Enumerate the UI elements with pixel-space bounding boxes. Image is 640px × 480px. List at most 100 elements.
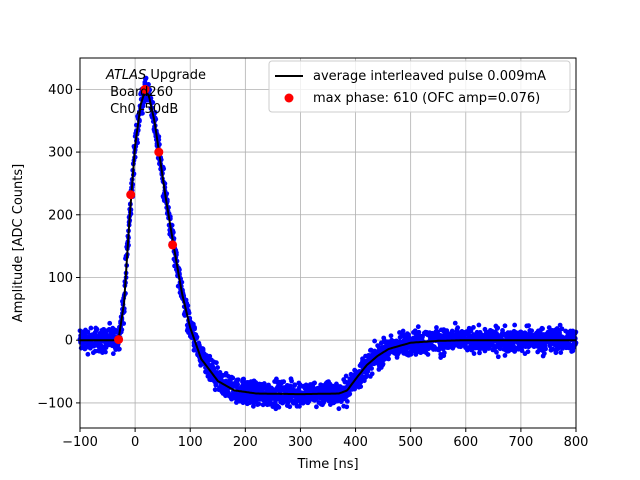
x-tick-label: 600 [453, 435, 478, 450]
sample-point [512, 322, 518, 328]
sample-point [85, 329, 91, 335]
sample-point [558, 350, 564, 355]
sample-point [289, 378, 294, 384]
sample-point [347, 391, 353, 397]
sample-point [117, 346, 122, 352]
sample-point [297, 403, 302, 409]
sample-point [85, 351, 91, 357]
legend-marker-swatch [284, 93, 294, 103]
sample-point [416, 329, 422, 335]
sample-point [94, 326, 100, 332]
max-phase-point [114, 335, 124, 345]
sample-point [358, 384, 364, 389]
legend-box [268, 60, 571, 113]
sample-point [365, 368, 371, 374]
sample-point [434, 325, 439, 330]
sample-point [285, 400, 291, 405]
sample-point [312, 380, 318, 386]
sample-point [455, 325, 461, 331]
sample-point [541, 351, 547, 356]
sample-point [388, 333, 394, 339]
x-tick-label: −100 [62, 435, 98, 450]
sample-point [494, 349, 499, 355]
sample-point [214, 360, 219, 366]
annotation-line1: ATLAS Upgrade [105, 68, 206, 83]
sample-point [502, 353, 508, 358]
axis-ticks: −100 0 100 200 300 400 500 600 700 800 −100 0 100 200… [37, 83, 588, 450]
sample-point [287, 404, 293, 410]
sample-point [276, 404, 282, 410]
sample-point [380, 361, 386, 367]
x-tick-label: 0 [131, 435, 139, 450]
sample-point [369, 366, 374, 371]
sample-point [110, 351, 116, 357]
sample-point [207, 353, 213, 359]
sample-point [235, 377, 241, 383]
sample-point [121, 321, 127, 326]
sample-point [368, 347, 374, 353]
max-phase-point [140, 84, 150, 94]
y-tick-label: 300 [48, 146, 73, 161]
sample-point [88, 325, 94, 331]
y-axis-label: Amplitude [ADC Counts] [11, 164, 26, 322]
sample-point [292, 383, 298, 388]
sample-point [336, 406, 342, 412]
sample-point [502, 323, 508, 329]
sample-point [358, 379, 364, 385]
y-tick-label: 0 [65, 334, 73, 349]
x-tick-label: 700 [508, 435, 533, 450]
samples-layer [77, 75, 579, 412]
y-tick-label: 400 [48, 83, 73, 98]
x-tick-label: 200 [233, 435, 258, 450]
sample-point [386, 356, 391, 362]
sample-point [495, 325, 501, 331]
sample-point [420, 334, 425, 340]
y-tick-label: 100 [48, 271, 73, 286]
sample-point [400, 328, 406, 334]
x-tick-label: 400 [343, 435, 368, 450]
sample-point [281, 379, 287, 385]
max-phase-point [168, 240, 178, 250]
sample-point [344, 398, 350, 404]
sample-point [425, 352, 431, 357]
sample-point [369, 371, 375, 377]
sample-point [471, 325, 476, 330]
sample-point [250, 403, 256, 409]
sample-point [495, 354, 501, 360]
sample-point [241, 376, 247, 382]
legend-entry-average-pulse: average interleaved pulse 0.009mA [313, 69, 546, 84]
sample-point [143, 75, 149, 81]
sample-point [140, 110, 145, 116]
annotation-line3: Ch0,-50dB [106, 102, 178, 117]
sample-point [559, 326, 565, 332]
y-tick-label: 200 [48, 208, 73, 223]
max-phase-point [126, 190, 136, 200]
sample-point [343, 373, 349, 379]
sample-point [215, 365, 221, 370]
sample-point [372, 338, 378, 344]
sample-point [194, 334, 200, 340]
sample-point [152, 109, 158, 115]
legend: average interleaved pulse 0.009mA max ph… [268, 60, 571, 113]
x-tick-label: 800 [564, 435, 589, 450]
legend-entry-max-phase: max phase: 610 (OFC amp=0.076) [313, 91, 540, 106]
x-tick-label: 100 [178, 435, 203, 450]
max-phase-markers [114, 84, 178, 345]
annotation-upgrade: Upgrade [146, 68, 206, 83]
sample-point [415, 324, 421, 330]
x-tick-label: 500 [398, 435, 423, 450]
sample-point [471, 351, 477, 356]
sample-point [441, 350, 447, 356]
sample-point [103, 349, 108, 355]
sample-point [287, 383, 293, 389]
plot-frame [79, 57, 577, 429]
sample-point [526, 323, 532, 329]
sample-point [452, 320, 458, 326]
sample-point [468, 328, 474, 334]
sample-point [260, 402, 266, 408]
sample-point [230, 375, 236, 381]
average-pulse-line [80, 88, 576, 396]
sample-point [540, 326, 545, 332]
sample-point [192, 325, 197, 330]
